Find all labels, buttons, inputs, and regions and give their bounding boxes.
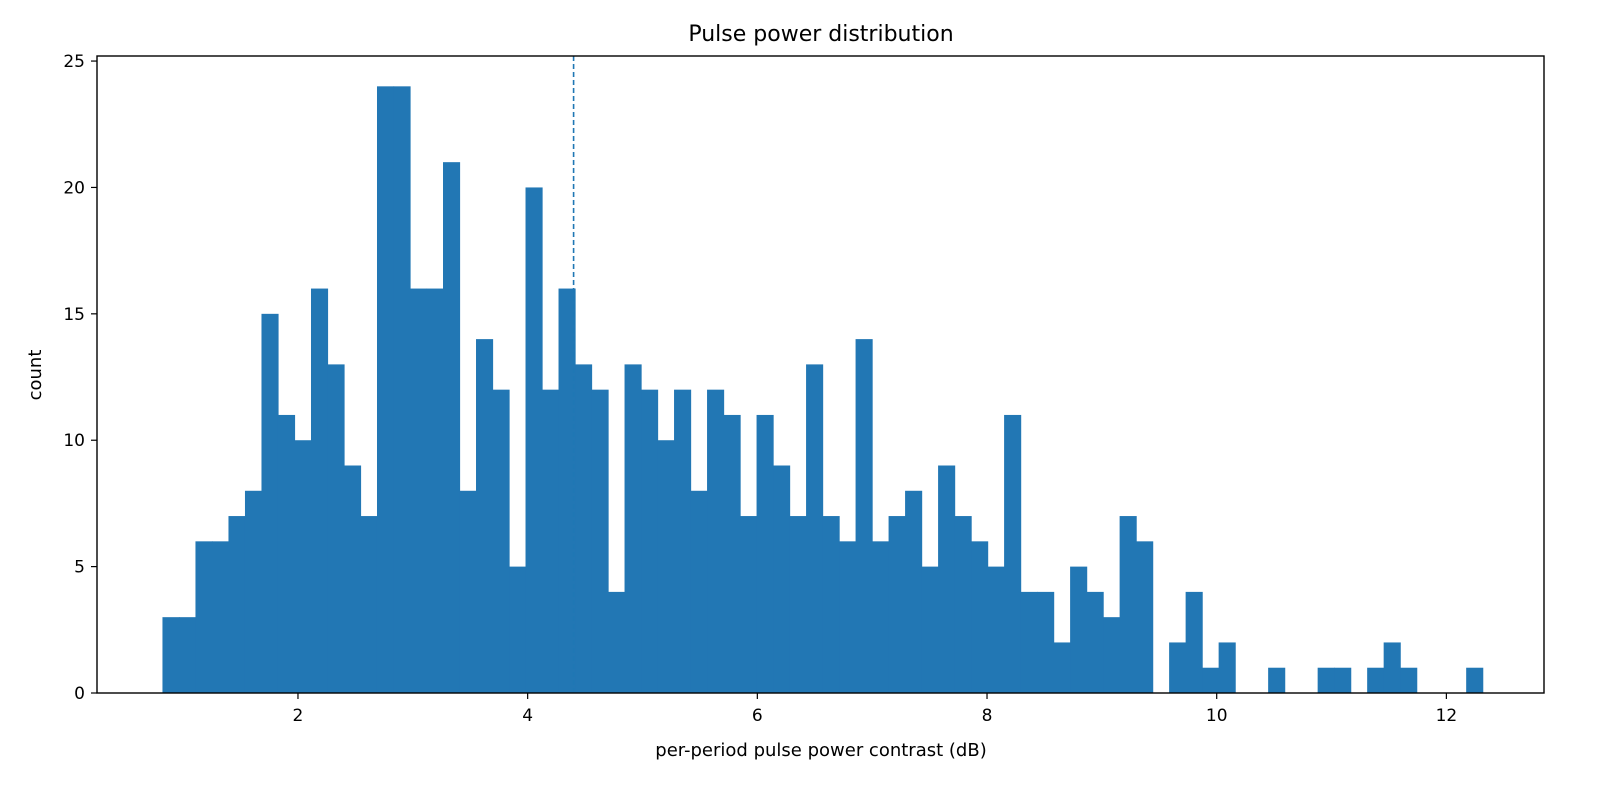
histogram-bar [310, 288, 329, 693]
x-tick-label: 4 [522, 706, 533, 726]
histogram-bar [343, 465, 362, 693]
histogram-bar [1466, 667, 1484, 693]
histogram-bar [888, 516, 906, 693]
histogram-bar [591, 389, 609, 693]
x-tick-label: 6 [752, 706, 763, 726]
chart-title: Pulse power distribution [688, 22, 953, 47]
histogram-bar [756, 414, 774, 693]
x-axis-ticks: 2 4 6 8 10 12 [293, 693, 1458, 726]
histogram-bar [641, 389, 659, 693]
histogram-bar [1037, 591, 1055, 693]
histogram-bar [492, 389, 510, 693]
histogram-bar [476, 339, 494, 693]
histogram-bar [1086, 591, 1104, 693]
y-tick-label: 20 [63, 178, 85, 198]
histogram-bar [921, 566, 939, 693]
histogram-bar [1004, 414, 1022, 693]
histogram-bar [938, 465, 956, 693]
histogram-bar [1400, 667, 1418, 693]
histogram-bar [443, 162, 461, 693]
histogram-bar [211, 541, 230, 693]
histogram-bar [1367, 667, 1385, 693]
x-tick-label: 8 [982, 706, 993, 726]
x-axis-label: per-period pulse power contrast (dB) [655, 740, 986, 761]
y-tick-label: 10 [63, 431, 85, 451]
histogram-bar [409, 288, 428, 693]
histogram-bar [558, 288, 576, 693]
plot-frame [96, 55, 1545, 694]
histogram-bar [360, 516, 378, 693]
histogram-bar [855, 339, 873, 693]
histogram-bar [1185, 591, 1203, 693]
y-tick-label: 5 [74, 558, 85, 578]
histogram-bar [542, 389, 560, 693]
histogram-bar [690, 490, 708, 693]
histogram-bar [261, 313, 279, 693]
histogram-bar [294, 440, 312, 693]
histogram-bar [822, 516, 840, 693]
histogram-bar [1020, 591, 1038, 693]
histogram-bar [1119, 516, 1137, 693]
x-tick-label: 12 [1436, 706, 1458, 726]
histogram-bar [195, 541, 213, 693]
histogram-bar [608, 591, 626, 693]
histogram-bar [773, 465, 791, 693]
histogram-bar [1268, 667, 1286, 693]
histogram-bars [162, 86, 1484, 694]
histogram-bar [905, 490, 923, 693]
histogram-bar [509, 566, 527, 693]
histogram-bar [162, 617, 180, 693]
y-axis-ticks: 0 5 10 15 20 25 [63, 52, 97, 704]
histogram-bar [806, 364, 824, 693]
histogram-bar [1202, 667, 1220, 693]
y-axis-label: count [25, 350, 46, 401]
histogram-bar [525, 187, 543, 693]
histogram-bar [277, 414, 296, 693]
histogram-bar [674, 389, 692, 693]
y-tick-label: 0 [74, 684, 85, 704]
histogram-bar [872, 541, 890, 693]
histogram-bar [228, 516, 246, 693]
histogram-bar [1383, 642, 1401, 693]
histogram-bar [971, 541, 989, 693]
histogram-bar [1334, 667, 1352, 693]
histogram-bar [707, 389, 725, 693]
y-tick-label: 15 [63, 305, 85, 325]
histogram-bar [723, 414, 741, 693]
histogram-bar [1169, 642, 1187, 693]
histogram-bar [1218, 642, 1236, 693]
y-tick-label: 25 [63, 52, 85, 72]
histogram-bar [327, 364, 345, 693]
histogram-bar [1103, 617, 1121, 693]
histogram-bar [575, 364, 593, 693]
histogram-bar [839, 541, 857, 693]
x-tick-label: 10 [1206, 706, 1228, 726]
histogram-bar [1053, 642, 1071, 693]
histogram-bar [740, 516, 758, 693]
histogram-bar [393, 86, 411, 694]
x-tick-label: 2 [293, 706, 304, 726]
histogram-bar [459, 490, 477, 693]
histogram-bar [987, 566, 1005, 693]
histogram-bar [624, 364, 642, 693]
histogram-bar [426, 288, 444, 693]
histogram-bar [954, 516, 972, 693]
histogram-bar [1317, 667, 1335, 693]
histogram-bar [376, 86, 395, 694]
histogram-bar [657, 440, 675, 693]
histogram-bar [178, 617, 197, 693]
histogram-bar [244, 490, 263, 693]
histogram-bar [1070, 566, 1088, 693]
histogram-bar [789, 516, 807, 693]
histogram-bar [1136, 541, 1154, 693]
